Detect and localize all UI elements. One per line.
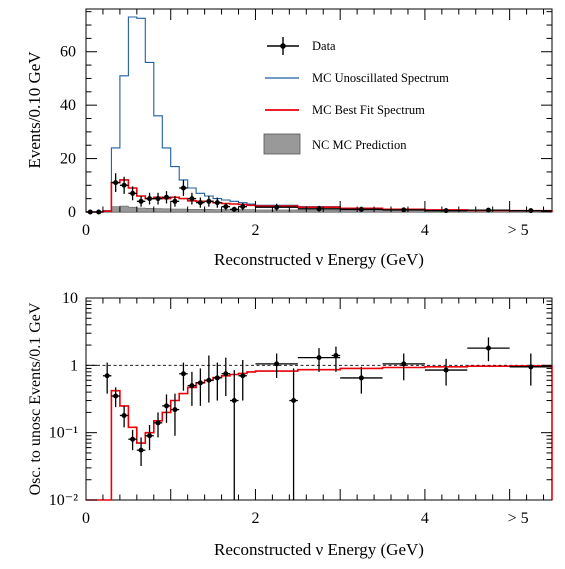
data-point — [509, 208, 552, 214]
y-tick-label: 1 — [70, 357, 78, 374]
ratio-point — [331, 346, 341, 372]
ratio-point — [187, 371, 197, 406]
x-tick-label: 0 — [82, 510, 90, 527]
x-tick-label: 4 — [421, 510, 429, 527]
data-point — [221, 202, 231, 211]
data-point — [136, 195, 146, 207]
y-tick-label: 20 — [60, 151, 76, 168]
ratio-point — [111, 387, 120, 408]
bottom-plot-frame — [85, 297, 553, 501]
legend-bestfit-label: MC Best Fit Spectrum — [312, 103, 425, 117]
legend-nc-swatch — [263, 133, 301, 155]
series-bestfit — [86, 179, 553, 213]
ratio-point — [136, 437, 146, 466]
y-tick-label: 10 — [62, 290, 78, 307]
data-point — [467, 207, 510, 213]
legend-data-marker — [280, 43, 286, 49]
y-tick-label: 10⁻¹ — [49, 425, 78, 442]
ratio-point — [119, 405, 129, 428]
ratio-point — [221, 357, 231, 397]
data-point — [204, 195, 214, 207]
data-point — [340, 206, 383, 212]
data-point — [170, 195, 180, 207]
x-tick-label: > 5 — [508, 510, 529, 527]
series-bestfit — [86, 365, 553, 501]
ratio-point — [213, 362, 222, 401]
ratio-point — [170, 393, 180, 436]
data-point — [111, 173, 120, 192]
x-tick-label: 2 — [251, 510, 259, 527]
bottom-plot-content — [86, 337, 553, 501]
data-point — [145, 192, 154, 205]
ratio-point — [102, 362, 112, 394]
y-tick-label: 0 — [68, 204, 76, 221]
data-point — [153, 192, 163, 205]
x-tick-label: > 5 — [508, 222, 529, 239]
ratio-point — [255, 353, 298, 378]
legend-unosc-label: MC Unoscillated Spectrum — [312, 71, 449, 85]
ratio-point — [230, 370, 239, 500]
top-plot-content — [86, 16, 553, 215]
ratio-point — [509, 353, 552, 386]
ratio-point — [340, 366, 383, 394]
legend-nc-label: NC MC Prediction — [312, 138, 407, 152]
ratio-point — [128, 429, 137, 451]
data-point — [382, 207, 425, 213]
data-point — [230, 206, 239, 212]
legend: Data MC Unoscillated Spectrum MC Best Fi… — [263, 37, 449, 155]
data-point — [424, 208, 468, 214]
y-tick-label: 60 — [60, 44, 76, 61]
y-tick-label: 10⁻² — [49, 492, 78, 509]
ratio-point — [289, 368, 298, 500]
ratio-point — [153, 412, 163, 438]
x-tick-label: 2 — [251, 222, 259, 239]
ratio-point — [204, 355, 214, 403]
data-point — [162, 191, 171, 204]
ratio-point — [424, 358, 468, 386]
data-point — [255, 203, 298, 211]
legend-data-label: Data — [312, 39, 336, 53]
x-tick-label: 0 — [82, 222, 90, 239]
ratio-point — [145, 424, 154, 451]
ratio-point — [467, 337, 510, 362]
ratio-point — [238, 360, 247, 401]
bottom-x-axis-label: Reconstructed ν Energy (GeV) — [214, 540, 424, 559]
data-point — [213, 197, 222, 208]
top-x-axis-label: Reconstructed ν Energy (GeV) — [214, 250, 424, 269]
ratio-point — [179, 362, 188, 391]
bottom-y-axis-label: Osc. to unosc Events/0.1 GeV — [27, 302, 44, 495]
data-point — [179, 179, 188, 196]
data-point — [128, 186, 137, 201]
top-panel: 0 2 4 > 5 0 20 40 60 Data MC Unoscillated Spect… — [25, 8, 553, 269]
data-point — [238, 202, 247, 211]
bottom-axes: 0 2 4 > 5 10⁻² 10⁻¹ 1 10 — [49, 290, 552, 527]
ratio-point — [162, 394, 171, 423]
top-axes: 0 2 4 > 5 0 20 40 60 — [60, 9, 552, 239]
top-y-axis-label: Events/0.10 GeV — [25, 51, 44, 169]
y-tick-label: 40 — [60, 97, 76, 114]
x-tick-label: 4 — [421, 222, 429, 239]
bottom-panel: 0 2 4 > 5 10⁻² 10⁻¹ 1 10 Reconstructed ν Energy… — [27, 290, 553, 559]
ratio-point — [196, 368, 205, 406]
data-point — [196, 197, 205, 208]
ratio-point — [382, 353, 425, 381]
ratio-point — [297, 348, 341, 372]
data-point — [297, 205, 341, 212]
data-point — [119, 176, 129, 194]
data-point — [187, 192, 197, 205]
